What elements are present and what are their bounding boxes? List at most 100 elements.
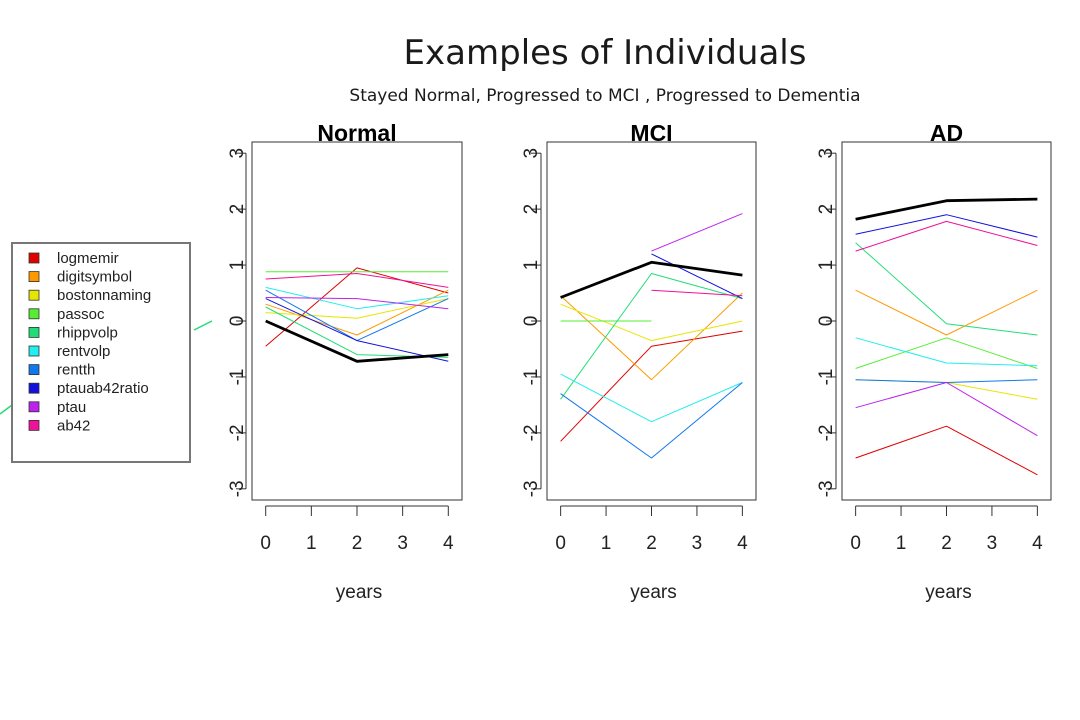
x-tick-label: 4 — [737, 533, 748, 554]
series-line-rentth — [560, 382, 743, 459]
legend-label-rentvolp: rentvolp — [57, 343, 110, 360]
series-line-ptau — [651, 213, 743, 252]
legend-frame — [11, 242, 191, 463]
plot-frame — [546, 141, 757, 501]
legend-label-passoc: passoc — [57, 306, 105, 323]
series-line-ptauab42ratio — [855, 214, 1038, 238]
series-line-mean — [560, 260, 743, 299]
y-tick-label: 0 — [816, 316, 837, 327]
legend-swatch-ptau — [28, 401, 40, 413]
legend-label-logmemir: logmemir — [57, 250, 119, 267]
series-line-ab42 — [855, 220, 1038, 252]
legend-swatch-rhippvolp — [28, 326, 40, 338]
x-tick-label: 4 — [443, 533, 454, 554]
y-tick-label: 3 — [227, 148, 248, 159]
y-tick-label: -2 — [227, 424, 248, 441]
legend-swatch-ptauab42ratio — [28, 382, 40, 394]
y-tick-label: -1 — [816, 368, 837, 385]
x-tick-label: 3 — [692, 533, 703, 554]
x-axis-label: years — [336, 582, 382, 603]
y-tick-label: 2 — [227, 204, 248, 215]
series-line-ptauab42ratio — [651, 253, 743, 300]
legend-swatch-passoc — [28, 308, 40, 320]
series-line-rentvolp — [560, 373, 743, 423]
legend-swatch-logmemir — [28, 252, 40, 264]
series-line-mean — [265, 319, 449, 363]
legend-label-digitsymbol: digitsymbol — [57, 269, 132, 286]
y-tick-label: -3 — [521, 480, 542, 497]
legend-label-ab42: ab42 — [57, 417, 90, 434]
x-tick-label: 0 — [850, 533, 861, 554]
series-line-digitsymbol — [265, 289, 449, 336]
y-tick-label: 0 — [227, 316, 248, 327]
legend-swatch-ab42 — [28, 419, 40, 431]
legend-label-rentth: rentth — [57, 362, 95, 379]
x-axis-label: years — [630, 582, 676, 603]
panel-mci: MCI 0 1 2 3 4 years -3 -2 -1 0 1 2 3 — [521, 120, 757, 603]
legend-swatch-bostonnaming — [28, 289, 40, 301]
y-tick-label: 3 — [816, 148, 837, 159]
series-line-rentvolp — [855, 337, 1038, 367]
y-tick-label: 1 — [521, 260, 542, 271]
x-tick-label: 3 — [987, 533, 998, 554]
x-tick-label: 1 — [896, 533, 907, 554]
series-line-digitsymbol — [855, 289, 1038, 336]
x-tick-label: 1 — [306, 533, 317, 554]
series-line-rhippvolp — [560, 273, 743, 400]
series-line-ptauab42ratio — [265, 298, 449, 362]
series-line-ab42 — [265, 273, 449, 288]
y-tick-label: 0 — [521, 316, 542, 327]
legend-swatch-rentth — [28, 364, 40, 376]
y-tick-label: -3 — [227, 480, 248, 497]
series-line-ptau — [855, 382, 1038, 437]
x-tick-label: 0 — [260, 533, 271, 554]
series-line-digitsymbol — [560, 292, 743, 381]
panel-title: Normal — [317, 120, 396, 146]
x-tick-label: 2 — [941, 533, 952, 554]
stray-line-lower — [0, 404, 13, 415]
plot-frame — [841, 141, 1052, 501]
legend-label-ptauab42ratio: ptauab42ratio — [57, 380, 149, 397]
y-tick-label: -1 — [521, 368, 542, 385]
panel-normal: Normal 0 1 2 3 4 years -3 -2 -1 0 1 2 3 — [227, 120, 463, 603]
page-title: Examples of Individuals — [403, 33, 807, 73]
y-tick-label: -2 — [816, 424, 837, 441]
series-line-rentvolp — [265, 286, 449, 310]
x-tick-label: 0 — [555, 533, 566, 554]
legend-label-bostonnaming: bostonnaming — [57, 287, 151, 304]
series-line-logmemir — [855, 425, 1038, 476]
panel-ad: AD 0 1 2 3 4 years -3 -2 -1 0 1 2 3 — [816, 120, 1052, 603]
legend-swatch-rentvolp — [28, 345, 40, 357]
y-tick-label: 1 — [227, 260, 248, 271]
series-line-ptau — [265, 297, 449, 310]
legend-label-rhippvolp: rhippvolp — [57, 324, 118, 341]
series-line-mean — [855, 197, 1038, 221]
y-tick-label: 2 — [816, 204, 837, 215]
y-tick-label: 3 — [521, 148, 542, 159]
x-tick-label: 3 — [397, 533, 408, 554]
legend-label-ptau: ptau — [57, 399, 86, 416]
series-line-passoc — [855, 337, 1038, 369]
y-tick-label: -2 — [521, 424, 542, 441]
series-line-logmemir — [560, 330, 743, 442]
y-tick-label: 1 — [816, 260, 837, 271]
series-line-bostonnaming — [560, 303, 743, 342]
panel-title: AD — [930, 120, 963, 146]
series-line-logmemir — [265, 267, 449, 347]
y-tick-label: -1 — [227, 368, 248, 385]
x-tick-label: 2 — [646, 533, 657, 554]
stray-line-upper — [193, 320, 213, 331]
legend-swatch-digitsymbol — [28, 271, 40, 283]
series-line-rhippvolp — [855, 242, 1038, 336]
y-tick-label: -3 — [816, 480, 837, 497]
series-line-ab42 — [651, 289, 743, 297]
page-subtitle: Stayed Normal, Progressed to MCI , Progr… — [349, 86, 861, 106]
x-tick-label: 2 — [352, 533, 363, 554]
y-tick-label: 2 — [521, 204, 542, 215]
panel-title: MCI — [630, 120, 672, 146]
plot-frame — [251, 141, 463, 501]
x-tick-label: 4 — [1032, 533, 1043, 554]
x-axis-label: years — [925, 582, 971, 603]
